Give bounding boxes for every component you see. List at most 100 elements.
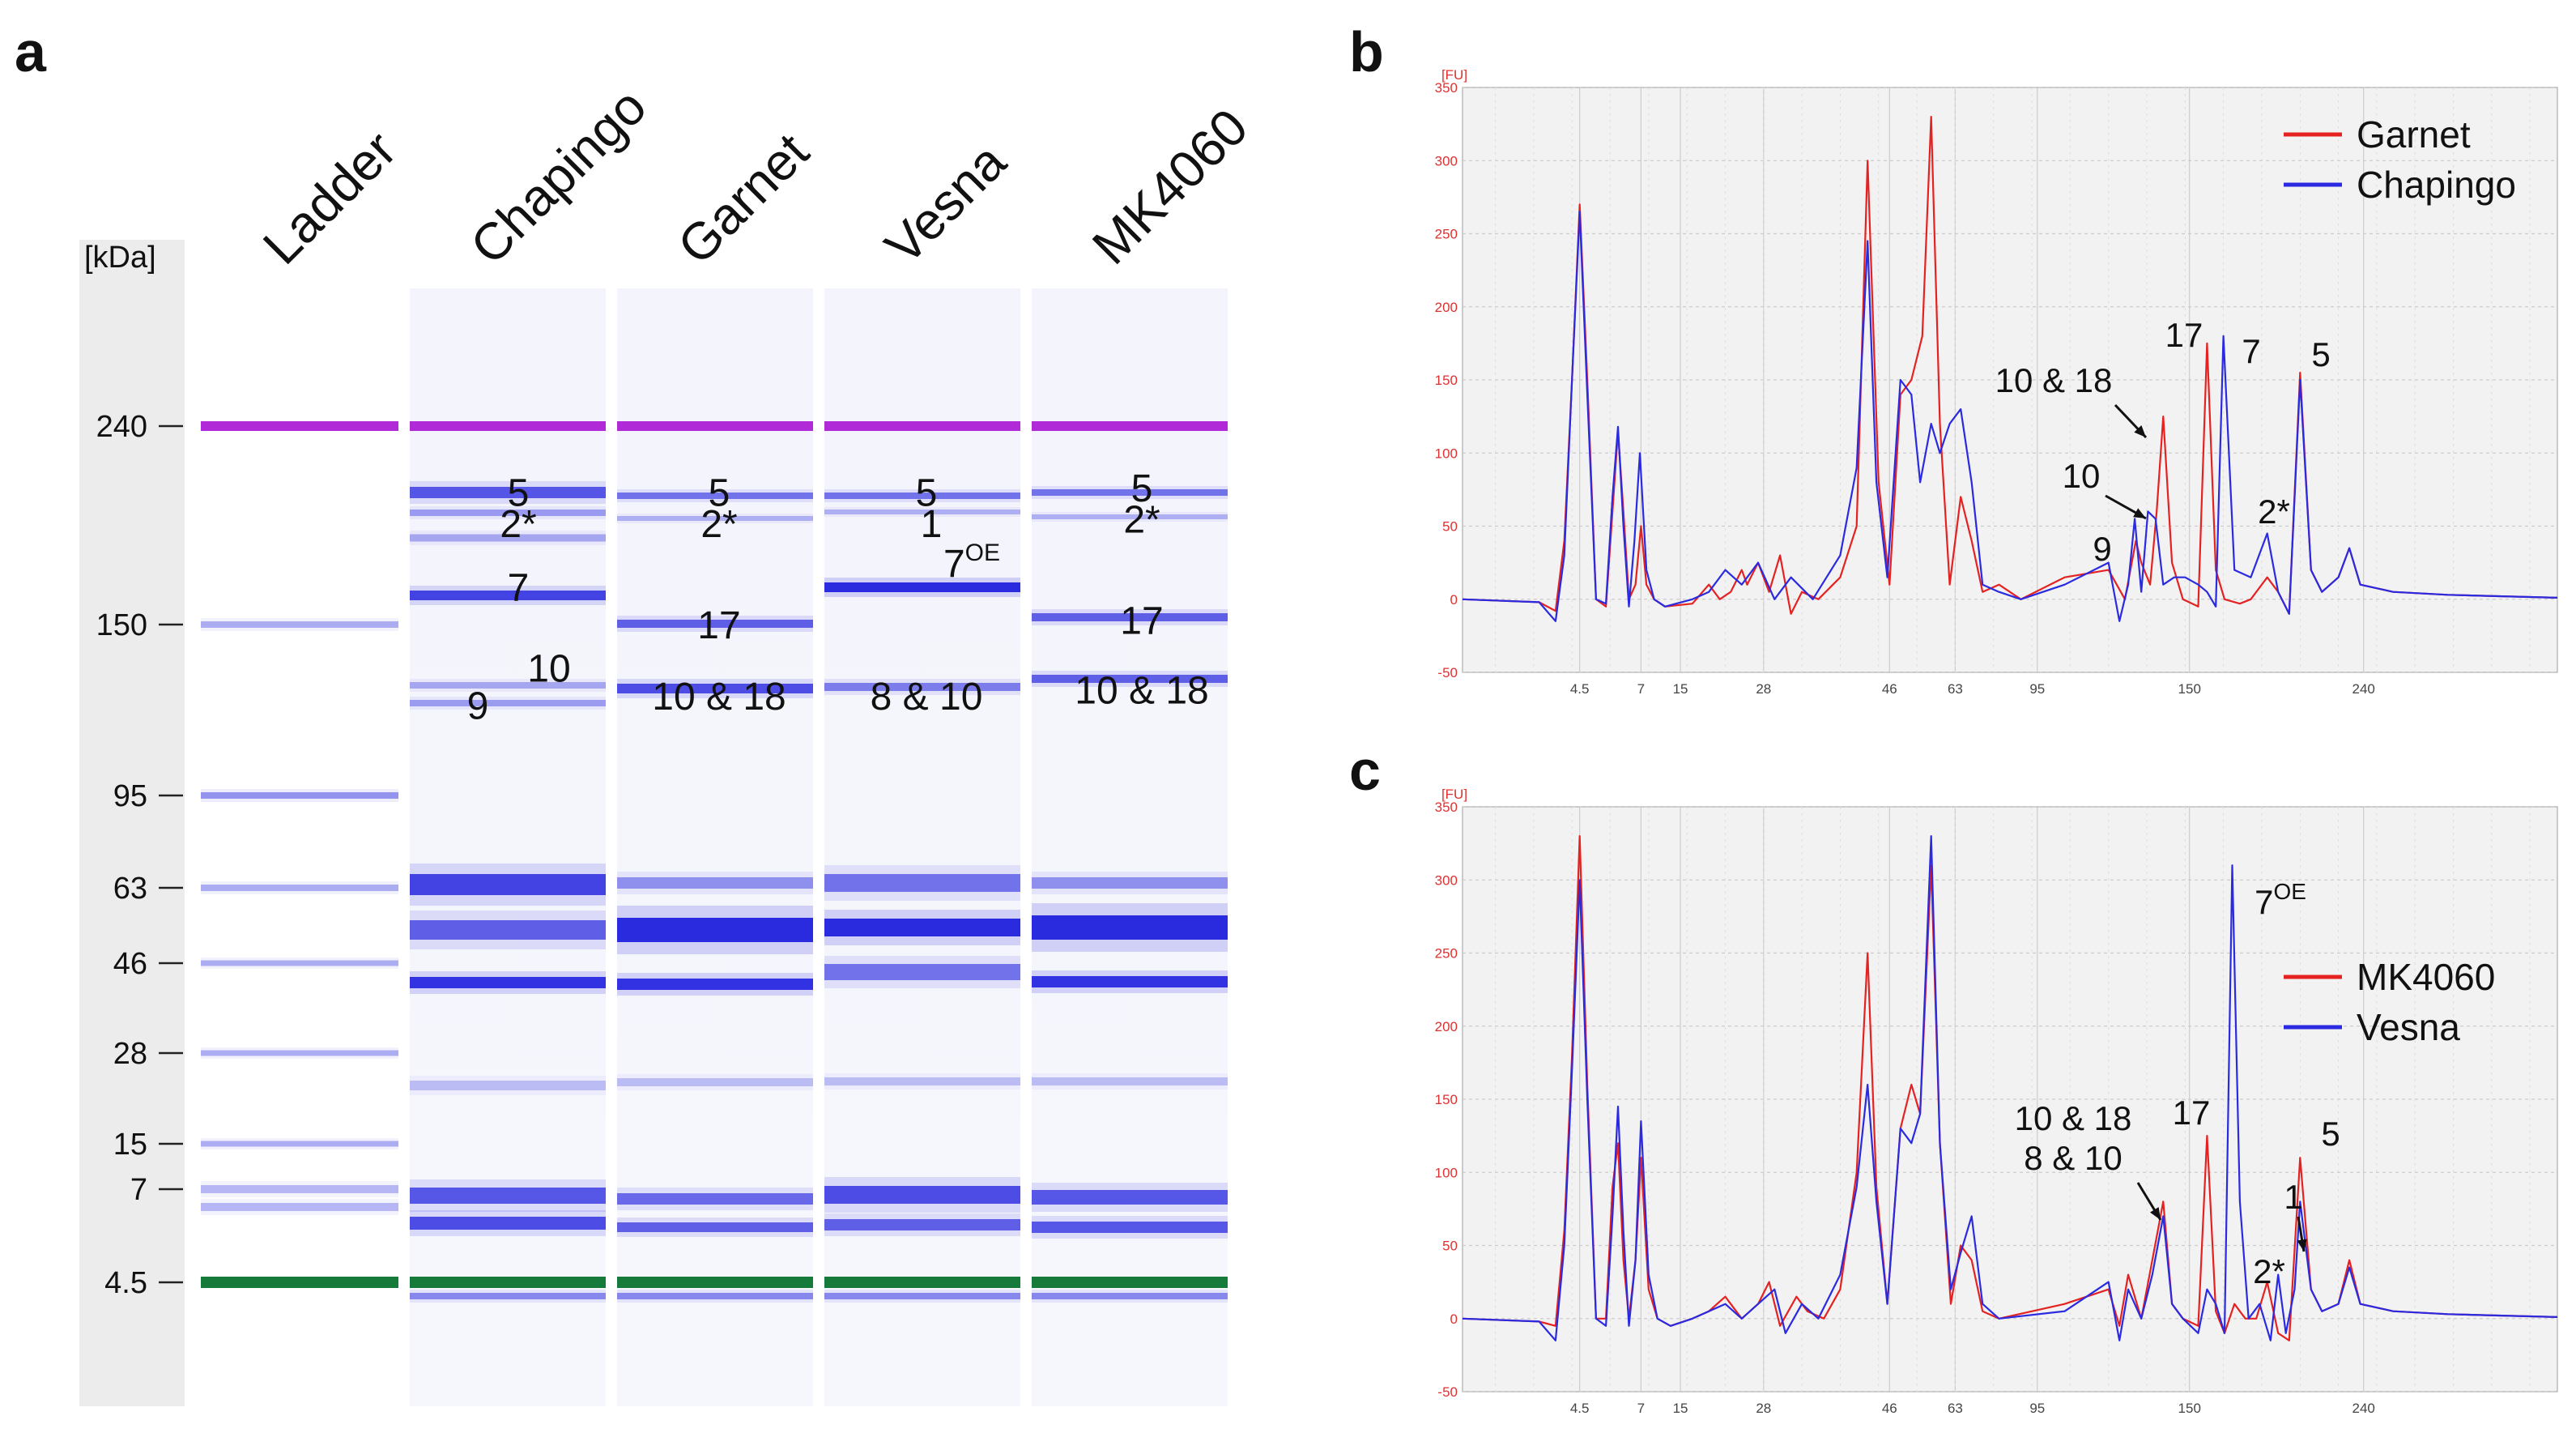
lane-background-mk4060 [1032,288,1228,1406]
gel-band [410,920,606,940]
gel-band-halo [1032,970,1228,993]
band-label-garnet: 5 [709,472,730,515]
upper-marker-band [410,421,606,431]
gel-band-halo [824,679,1020,695]
ladder-tick-label: 150 [96,608,147,642]
lower-marker-band [1032,1277,1228,1288]
gel-band-halo [824,865,1020,901]
gel-band [617,979,813,990]
gel-band [410,1188,606,1204]
peak-annotation: 5 [2311,335,2330,373]
gel-band [1032,1293,1228,1299]
gel-band [1032,675,1228,683]
lower-marker-band [824,1277,1020,1288]
legend-label-garnet: Garnet [2357,113,2471,156]
gel-band [824,1186,1020,1204]
gel-band [201,960,398,966]
ladder-tick-label: 28 [113,1037,147,1071]
gel-band-halo [824,1290,1020,1303]
gel-band-halo [1032,872,1228,894]
x-tick-label: 95 [2029,1401,2045,1416]
gel-band-halo [824,956,1020,988]
gel-band [824,1219,1020,1230]
legend-label-vesna: Vesna [2357,1006,2460,1048]
annotation-arrowhead [2133,508,2146,518]
gel-band [824,1293,1020,1299]
gel-band-halo [824,578,1020,597]
peak-annotation: 7 [2242,332,2260,370]
gel-band [410,510,606,516]
annotation-arrowhead [2134,425,2146,437]
gel-band-halo [824,1213,1020,1236]
band-label-vesna: 8 & 10 [871,676,983,719]
gel-band [1032,1222,1228,1233]
gel-band [201,1141,398,1147]
gel-band [410,487,606,498]
gel-band [617,620,813,628]
gel-band [410,591,606,600]
peak-annotation: 1 [2284,1178,2302,1216]
gel-band-halo [824,507,1020,517]
band-label-vesna: 1 [921,503,943,546]
x-tick-label: 7 [1637,1401,1645,1416]
electropherogram-b: 350 300 250 200 150 100 50 0 -50 [FU] 4.5 7 15 28 46 63… [1435,67,2558,697]
peak-annotation: 9 [2093,530,2111,568]
gel-band-halo [201,1181,398,1197]
y-tick-label: 100 [1435,1165,1458,1180]
gel-band [410,534,606,542]
gel-band-halo [617,514,813,523]
gel-band [824,874,1020,892]
gel-band-halo [410,1179,606,1212]
gel-band-halo [617,973,813,996]
superscript: OE [2273,879,2306,904]
x-tick-label: 4.5 [1570,681,1590,697]
gel-band-halo [1032,486,1228,499]
gel-band-halo [1032,1290,1228,1303]
gel-band [201,1203,398,1211]
gel-band [410,700,606,706]
gel-band [410,1217,606,1230]
gel-band-halo [410,679,606,692]
gel-band-halo [1032,671,1228,687]
lane-background-garnet [617,288,813,1406]
gel-band-halo [410,586,606,605]
ladder-tick-label: 7 [130,1173,147,1207]
x-tick-label: 15 [1673,1401,1688,1416]
gel-band [201,1185,398,1193]
gel-band-halo [1032,1073,1228,1090]
gel-band [824,1077,1020,1085]
gel-band-halo [410,911,606,949]
y-tick-label: 150 [1435,1092,1458,1107]
gel-band-halo [201,789,398,802]
y-tick-label: 0 [1450,1311,1458,1327]
gel-band-halo [410,506,606,519]
gel-band-halo [201,957,398,969]
gel-band-halo [201,618,398,631]
band-label-garnet: 10 & 18 [652,676,786,719]
lower-marker-band [617,1277,813,1288]
gel-band-halo [617,679,813,698]
panel-letter-a: a [15,20,47,83]
band-label-mk4060: 5 [1131,467,1153,510]
gel-band-halo [824,1177,1020,1213]
gel-band [617,1222,813,1232]
ladder-tick-label: 95 [113,779,147,813]
y-tick-label: 300 [1435,872,1458,888]
gel-band [201,621,398,628]
gel-band [201,885,398,891]
gel-band-halo [824,910,1020,945]
gel-band-halo [201,1138,398,1149]
gel-band [824,493,1020,499]
gel-band [824,582,1020,592]
kda-unit-label: [kDa] [84,241,156,275]
lane-header-garnet: Garnet [666,122,820,275]
gel-band [1032,613,1228,621]
band-label-chapingo: 2* [500,503,536,546]
band-label-garnet: 2* [700,503,737,546]
gel-band-halo [617,906,813,954]
ladder-tick-label: 4.5 [104,1266,147,1300]
gel-band-halo [201,881,398,894]
gel-band-halo [1032,512,1228,522]
x-tick-label: 46 [1882,1401,1897,1416]
